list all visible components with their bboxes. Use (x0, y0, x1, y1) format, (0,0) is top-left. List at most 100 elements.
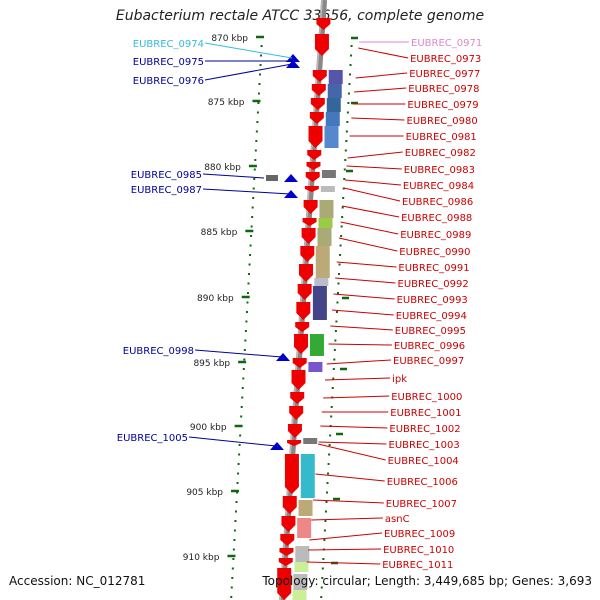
right-gene-label[interactable]: EUBREC_1003 (389, 440, 460, 451)
right-gene-label[interactable]: EUBREC_0995 (395, 326, 466, 337)
forward-gene-arrow[interactable] (301, 228, 316, 244)
right-gene-label[interactable]: EUBREC_1009 (384, 529, 455, 540)
reverse-gene-arrow[interactable] (286, 60, 300, 68)
left-gene-label[interactable]: EUBREC_0976 (133, 76, 204, 87)
left-gene-label[interactable]: EUBREC_0987 (131, 185, 202, 196)
right-leader-line (313, 499, 384, 504)
right-gene-label[interactable]: EUBREC_0984 (403, 181, 474, 192)
reverse-gene-arrow[interactable] (284, 174, 298, 182)
guide-dot (234, 510, 237, 513)
reverse-gene-arrow[interactable] (270, 442, 284, 450)
right-leader-line (333, 293, 395, 300)
reverse-gene-arrow[interactable] (286, 54, 300, 62)
right-gene-label[interactable]: EUBREC_0982 (405, 148, 476, 159)
forward-gene-arrow[interactable] (294, 334, 309, 354)
right-gene-label[interactable]: EUBREC_1010 (383, 545, 454, 556)
right-gene-label[interactable]: EUBREC_0992 (398, 279, 469, 290)
left-gene-labels[interactable]: EUBREC_0974 EUBREC_0975 EUBREC_0976 EUBREC_… (117, 39, 293, 447)
reverse-gene-arrow[interactable] (276, 353, 290, 361)
left-gene-label[interactable]: EUBREC_0998 (123, 346, 194, 357)
forward-gene-arrow[interactable] (300, 246, 315, 262)
forward-gene-arrow[interactable] (298, 264, 313, 282)
scale-tick-label: 880 kbp (204, 163, 241, 173)
forward-gene-arrow[interactable] (304, 186, 319, 192)
forward-gene-arrow[interactable] (296, 302, 311, 320)
right-gene-label[interactable]: EUBREC_1002 (389, 424, 460, 435)
right-gene-label[interactable]: asnC (385, 514, 410, 525)
right-gene-label[interactable]: EUBREC_1004 (388, 456, 459, 467)
right-gene-label[interactable]: EUBREC_0979 (407, 100, 478, 111)
forward-gene-arrow[interactable] (280, 534, 295, 546)
cog-block (309, 334, 324, 356)
right-gene-label[interactable]: EUBREC_0991 (398, 263, 469, 274)
forward-gene-arrow[interactable] (316, 18, 331, 30)
guide-dot (333, 358, 336, 361)
right-gene-label[interactable]: EUBREC_0994 (396, 311, 467, 322)
left-gene-label[interactable]: EUBREC_0974 (133, 39, 204, 50)
forward-gene-arrow[interactable] (310, 98, 325, 110)
right-gene-label[interactable]: EUBREC_0989 (400, 230, 471, 241)
right-gene-label[interactable]: EUBREC_0980 (407, 116, 478, 127)
reverse-gene-arrow[interactable] (284, 190, 298, 198)
forward-gene-arrow[interactable] (297, 284, 312, 300)
forward-gene-arrow[interactable] (289, 406, 304, 420)
forward-gene-arrow[interactable] (306, 162, 321, 170)
right-leader-line (308, 548, 382, 551)
guide-dot (325, 501, 328, 503)
guide-dot (244, 330, 247, 332)
forward-gene-arrow[interactable] (308, 126, 323, 148)
reverse-gene-box[interactable] (266, 175, 278, 181)
right-gene-label[interactable]: EUBREC_1000 (391, 392, 462, 403)
right-gene-label[interactable]: EUBREC_1006 (387, 477, 458, 488)
forward-gene-arrow[interactable] (311, 84, 326, 96)
forward-gene-arrow[interactable] (281, 516, 296, 532)
forward-gene-arrow[interactable] (290, 392, 305, 404)
left-gene-label[interactable]: EUBREC_1005 (117, 433, 188, 444)
right-gene-labels[interactable]: EUBREC_0971 EUBREC_0973 EUBREC_0977 EUBREC_… (306, 38, 482, 571)
right-gene-label[interactable]: EUBREC_1001 (390, 408, 461, 419)
cog-block (292, 590, 307, 600)
right-gene-label[interactable]: EUBREC_0971 (411, 38, 482, 49)
guide-dot (247, 282, 250, 285)
right-leader-line (347, 151, 403, 159)
left-gene-label[interactable]: EUBREC_0975 (133, 57, 204, 68)
forward-gene-arrow[interactable] (305, 172, 320, 182)
forward-gene-arrow[interactable] (287, 440, 302, 446)
right-gene-label[interactable]: EUBREC_1007 (386, 499, 457, 510)
right-gene-label[interactable]: EUBREC_0973 (410, 54, 481, 65)
forward-gene-arrow[interactable] (282, 496, 297, 514)
right-gene-label[interactable]: EUBREC_0978 (408, 84, 479, 95)
forward-gene-arrow[interactable] (312, 70, 327, 82)
right-gene-label[interactable]: EUBREC_0990 (399, 247, 470, 258)
forward-gene-arrow[interactable] (292, 358, 307, 368)
forward-gene-arrow[interactable] (309, 112, 324, 124)
forward-gene-arrow[interactable] (314, 34, 329, 56)
right-gene-label[interactable]: ipk (392, 374, 407, 385)
right-gene-label[interactable]: EUBREC_0997 (393, 356, 464, 367)
guide-dot (330, 415, 333, 418)
forward-gene-arrow[interactable] (291, 370, 306, 390)
forward-gene-arrow[interactable] (277, 568, 292, 600)
right-gene-label[interactable]: EUBREC_0983 (404, 165, 475, 176)
forward-gene-arrow[interactable] (284, 454, 299, 494)
forward-gene-arrow[interactable] (279, 548, 294, 556)
forward-gene-arrow[interactable] (303, 200, 318, 214)
right-gene-label[interactable]: EUBREC_0993 (397, 295, 468, 306)
left-gene-label[interactable]: EUBREC_0985 (131, 170, 202, 181)
forward-gene-arrow[interactable] (278, 558, 293, 566)
cog-block (294, 562, 309, 572)
scale-tick-label: 900 kbp (190, 423, 227, 433)
forward-gene-arrow[interactable] (287, 424, 302, 438)
scale-ticks: 870 kbp 875 kbp 880 kbp 885 kbp 890 kbp 895 k… (183, 34, 264, 563)
forward-gene-arrow[interactable] (295, 322, 310, 332)
guide-dot (338, 273, 341, 275)
forward-gene-arrow[interactable] (307, 150, 322, 160)
right-gene-label[interactable]: EUBREC_0977 (409, 69, 480, 80)
right-gene-label[interactable]: EUBREC_0986 (402, 197, 473, 208)
right-gene-label[interactable]: EUBREC_0996 (394, 341, 465, 352)
scale-tick-label: 870 kbp (211, 34, 248, 44)
right-gene-label[interactable]: EUBREC_0988 (401, 213, 472, 224)
right-gene-label[interactable]: EUBREC_1011 (382, 560, 453, 571)
forward-gene-arrow[interactable] (302, 218, 317, 226)
right-gene-label[interactable]: EUBREC_0981 (406, 132, 477, 143)
